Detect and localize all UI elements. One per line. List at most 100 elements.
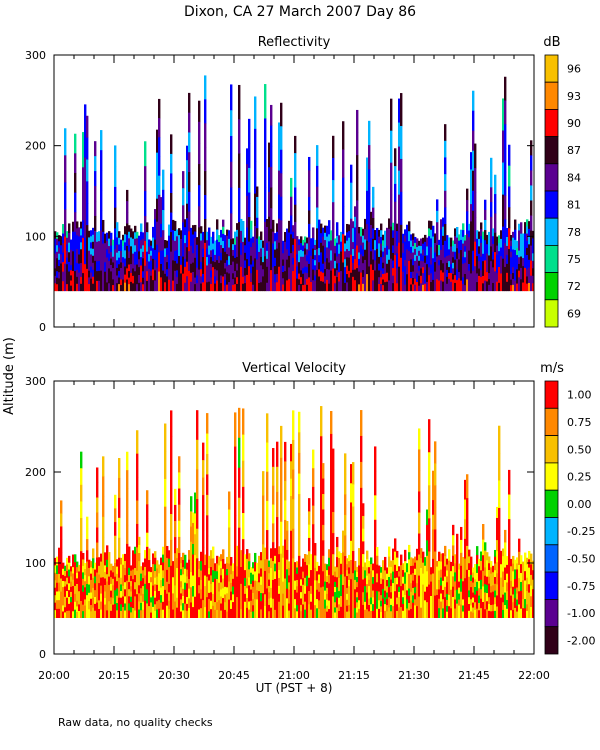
heatmap-cell [270, 597, 273, 609]
heatmap-cell [330, 240, 333, 251]
heatmap-cell [94, 186, 97, 202]
heatmap-cell [402, 563, 405, 571]
heatmap-cell [70, 586, 73, 593]
heatmap-cell [240, 575, 243, 585]
heatmap-cell [176, 263, 179, 271]
heatmap-cell [396, 223, 399, 232]
heatmap-cell [358, 608, 361, 618]
heatmap-cell [518, 604, 521, 618]
heatmap-cell [124, 258, 127, 267]
heatmap-cell [488, 249, 491, 256]
heatmap-cell [450, 580, 453, 591]
heatmap-cell [174, 569, 177, 586]
heatmap-cell [472, 597, 475, 603]
heatmap-cell [480, 560, 483, 571]
heatmap-cell [276, 466, 279, 493]
heatmap-cell [112, 268, 115, 275]
heatmap-cell [108, 283, 111, 292]
heatmap-cell [120, 571, 123, 579]
heatmap-cell [362, 503, 365, 517]
heatmap-cell [150, 597, 153, 603]
heatmap-cell [448, 606, 451, 618]
heatmap-cell [436, 589, 439, 596]
heatmap-cell [176, 277, 179, 285]
heatmap-cell [84, 593, 87, 600]
heatmap-cell [104, 271, 107, 282]
heatmap-cell [98, 231, 101, 242]
heatmap-cell [64, 607, 67, 613]
heatmap-cell [272, 561, 275, 581]
heatmap-cell [206, 494, 209, 516]
heatmap-cell [162, 270, 165, 292]
heatmap-cell [66, 284, 69, 292]
heatmap-cell [154, 209, 157, 220]
heatmap-cell [220, 596, 223, 604]
heatmap-cell [398, 602, 401, 608]
heatmap-cell [118, 244, 121, 252]
heatmap-cell [334, 571, 337, 578]
heatmap-cell [82, 149, 85, 168]
heatmap-cell [450, 571, 453, 581]
heatmap-cell [224, 262, 227, 269]
heatmap-cell [160, 557, 163, 566]
heatmap-cell [402, 233, 405, 244]
heatmap-cell [460, 578, 463, 593]
heatmap-cell [404, 606, 407, 618]
heatmap-cell [526, 262, 529, 270]
heatmap-cell [308, 577, 311, 592]
heatmap-cell [324, 232, 327, 241]
heatmap-cell [64, 209, 67, 237]
heatmap-cell [286, 607, 289, 618]
heatmap-cell [206, 282, 209, 292]
heatmap-cell [150, 592, 153, 598]
heatmap-cell [260, 256, 263, 266]
heatmap-cell [162, 562, 165, 571]
heatmap-cell [210, 558, 213, 568]
heatmap-cell [90, 242, 93, 249]
heatmap-cell [418, 449, 421, 471]
heatmap-cell [498, 425, 501, 454]
heatmap-cell [126, 470, 129, 489]
heatmap-cell [180, 563, 183, 570]
heatmap-cell [296, 598, 299, 606]
heatmap-cell [160, 610, 163, 618]
heatmap-cell [102, 243, 105, 256]
heatmap-cell [368, 611, 371, 618]
heatmap-cell [436, 606, 439, 613]
heatmap-cell [236, 236, 239, 244]
heatmap-cell [302, 611, 305, 618]
heatmap-cell [114, 207, 117, 229]
heatmap-cell [130, 255, 133, 265]
heatmap-cell [466, 474, 469, 499]
heatmap-cell [172, 219, 175, 231]
heatmap-cell [526, 283, 529, 292]
heatmap-cell [498, 235, 501, 244]
heatmap-cell [76, 228, 79, 236]
heatmap-cell [380, 606, 383, 613]
heatmap-cell [56, 251, 59, 259]
heatmap-cell [70, 244, 73, 251]
heatmap-cell [444, 207, 447, 225]
heatmap-cell [308, 210, 311, 225]
heatmap-cell [156, 601, 159, 610]
heatmap-cell [372, 577, 375, 585]
heatmap-cell [184, 235, 187, 244]
x-tick-label: 21:45 [458, 669, 490, 682]
heatmap-cell [464, 499, 467, 520]
heatmap-cell [444, 586, 447, 598]
heatmap-cell [120, 239, 123, 246]
heatmap-cell [502, 130, 505, 163]
heatmap-cell [250, 606, 253, 613]
heatmap-cell [198, 121, 201, 144]
heatmap-cell [266, 250, 269, 260]
heatmap-cell [252, 242, 255, 250]
heatmap-cell [110, 604, 113, 612]
heatmap-cell [512, 267, 515, 274]
heatmap-cell [60, 245, 63, 255]
heatmap-cell [528, 252, 531, 261]
heatmap-cell [306, 575, 309, 587]
heatmap-cell [66, 584, 69, 592]
heatmap-cell [134, 596, 137, 604]
heatmap-cell [484, 230, 487, 241]
heatmap-cell [340, 280, 343, 292]
